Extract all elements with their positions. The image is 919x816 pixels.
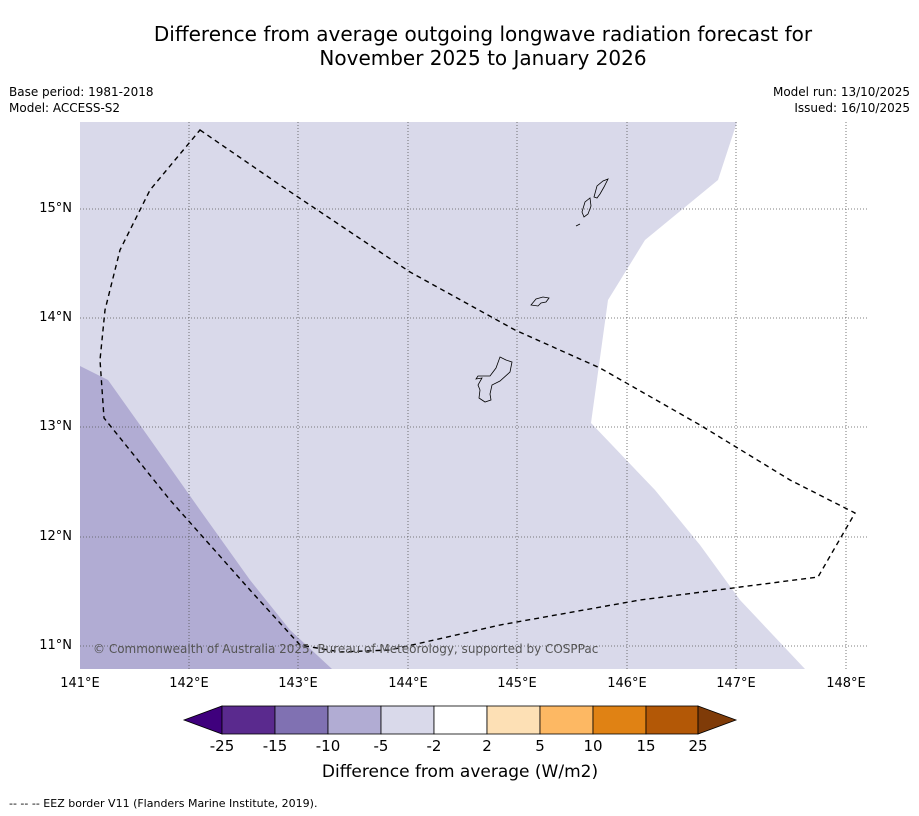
gridlines: [80, 122, 868, 669]
colorbar-bin-3: [327, 705, 382, 735]
colorbar-bin-9: [645, 705, 699, 735]
lat-label-13: 13°N: [39, 419, 72, 434]
colorbar-tick: 5: [535, 737, 545, 755]
lat-label-11: 11°N: [39, 638, 72, 653]
colorbar-tick: -15: [262, 737, 288, 755]
lon-label-141: 141°E: [60, 676, 100, 691]
colorbar-bin-6: [486, 705, 541, 735]
colorbar-bin-5: [433, 705, 488, 735]
colorbar-tick: -2: [426, 737, 442, 755]
lat-label-14: 14°N: [39, 310, 72, 325]
chart-title: Difference from average outgoing longwav…: [0, 22, 919, 70]
title-line-2: November 2025 to January 2026: [319, 46, 647, 70]
copyright-notice: © Commonwealth of Australia 2025, Bureau…: [93, 642, 599, 656]
colorbar-tick: 25: [688, 737, 708, 755]
lon-label-143: 143°E: [278, 676, 318, 691]
aguijan-island: [575, 223, 581, 227]
colorbar-extend-high: [697, 705, 738, 735]
lat-label-15: 15°N: [39, 201, 72, 216]
lon-label-146: 146°E: [607, 676, 647, 691]
rota-island: [530, 296, 550, 307]
colorbar-extend-low: [182, 705, 223, 735]
colorbar-bin-7: [539, 705, 594, 735]
model-name: Model: ACCESS-S2: [9, 101, 121, 115]
saipan-island: [593, 178, 609, 199]
lat-label-12: 12°N: [39, 529, 72, 544]
model-run: Model run: 13/10/2025: [772, 85, 910, 99]
colorbar-bin-8: [592, 705, 647, 735]
issued-date: Issued: 16/10/2025: [794, 101, 910, 115]
anomaly-region-medium: [80, 366, 332, 669]
colorbar-bin-1: [221, 705, 276, 735]
colorbar-tick: 10: [583, 737, 603, 755]
colorbar-label: Difference from average (W/m2): [321, 762, 599, 782]
colorbar-bin-4: [380, 705, 435, 735]
guam-island: [475, 356, 513, 403]
eez-legend: -- -- -- EEZ border V11 (Flanders Marine…: [9, 797, 318, 810]
colorbar-tick: -5: [373, 737, 389, 755]
lon-label-145: 145°E: [497, 676, 537, 691]
meta-right: Model run: 13/10/2025 Issued: 16/10/2025: [773, 84, 910, 116]
anomaly-region-light: [80, 122, 805, 669]
tinian-island: [581, 197, 592, 218]
colorbar-tick: 15: [636, 737, 656, 755]
colorbar-tick: -10: [315, 737, 341, 755]
title-line-1: Difference from average outgoing longwav…: [153, 22, 813, 46]
meta-left: Base period: 1981-2018 Model: ACCESS-S2: [9, 84, 154, 116]
base-period: Base period: 1981-2018: [9, 85, 154, 99]
colorbar-tick: -25: [209, 737, 235, 755]
colorbar-bin-2: [274, 705, 329, 735]
lon-label-144: 144°E: [388, 676, 428, 691]
lon-label-142: 142°E: [169, 676, 209, 691]
lon-label-147: 147°E: [716, 676, 756, 691]
lon-label-148: 148°E: [826, 676, 866, 691]
colorbar-tick: 2: [482, 737, 492, 755]
